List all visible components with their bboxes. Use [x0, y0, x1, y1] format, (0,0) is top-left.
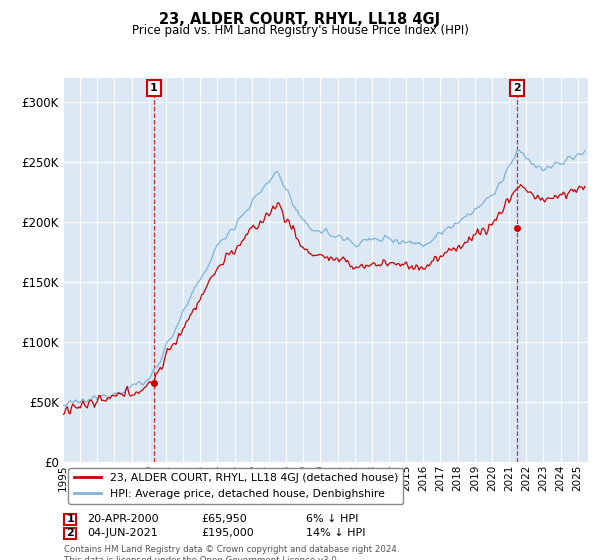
- Text: £65,950: £65,950: [201, 514, 247, 524]
- Text: 6% ↓ HPI: 6% ↓ HPI: [306, 514, 358, 524]
- Text: 1: 1: [150, 83, 158, 93]
- Legend: 23, ALDER COURT, RHYL, LL18 4GJ (detached house), HPI: Average price, detached h: 23, ALDER COURT, RHYL, LL18 4GJ (detache…: [68, 468, 403, 504]
- Text: 2: 2: [513, 83, 521, 93]
- Text: 23, ALDER COURT, RHYL, LL18 4GJ: 23, ALDER COURT, RHYL, LL18 4GJ: [160, 12, 440, 27]
- Text: 2: 2: [67, 528, 74, 538]
- Text: 04-JUN-2021: 04-JUN-2021: [87, 528, 158, 538]
- Text: 20-APR-2000: 20-APR-2000: [87, 514, 158, 524]
- Text: Contains HM Land Registry data © Crown copyright and database right 2024.
This d: Contains HM Land Registry data © Crown c…: [64, 545, 400, 560]
- Text: Price paid vs. HM Land Registry's House Price Index (HPI): Price paid vs. HM Land Registry's House …: [131, 24, 469, 36]
- Text: £195,000: £195,000: [201, 528, 254, 538]
- Text: 1: 1: [67, 514, 74, 524]
- Text: 14% ↓ HPI: 14% ↓ HPI: [306, 528, 365, 538]
